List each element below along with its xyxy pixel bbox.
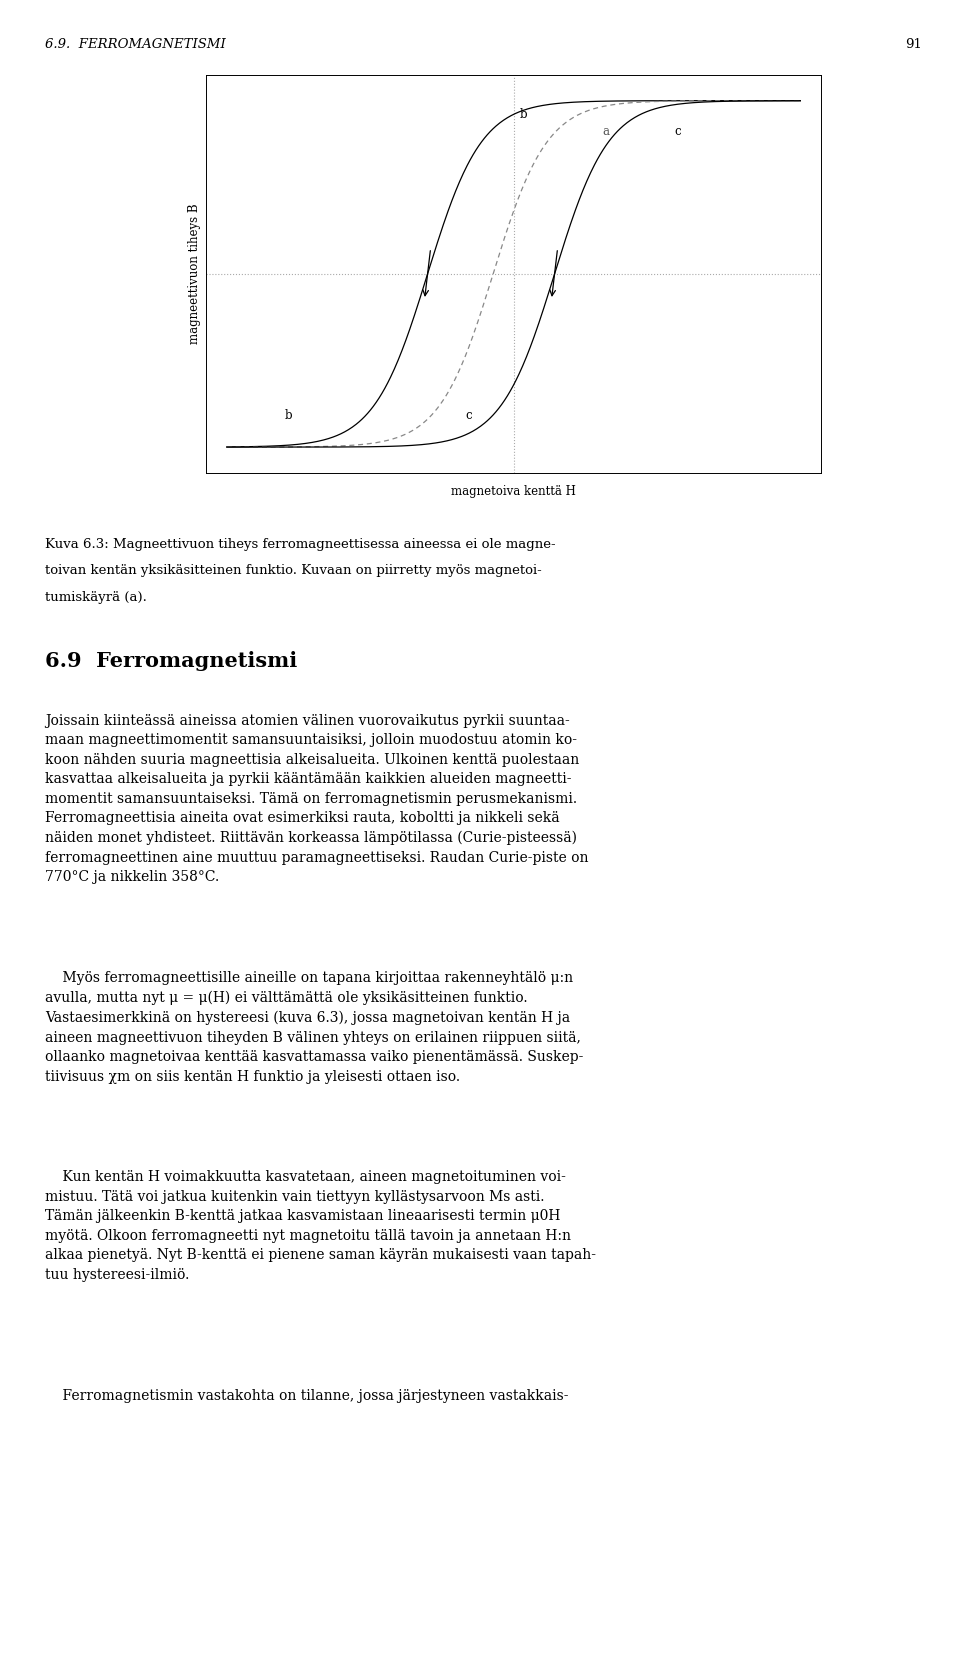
Text: b: b — [284, 410, 292, 422]
Text: tumiskäyrä (a).: tumiskäyrä (a). — [45, 591, 147, 604]
Y-axis label: magneettivuon tiheys B: magneettivuon tiheys B — [188, 204, 201, 344]
Text: toivan kentän yksikäsitteinen funktio. Kuvaan on piirretty myös magnetoi-: toivan kentän yksikäsitteinen funktio. K… — [45, 564, 541, 578]
Text: a: a — [602, 126, 610, 138]
Text: Ferromagnetismin vastakohta on tilanne, jossa järjestyneen vastakkais-: Ferromagnetismin vastakohta on tilanne, … — [45, 1389, 568, 1403]
Text: b: b — [520, 108, 528, 121]
Text: magnetoiva kenttä H: magnetoiva kenttä H — [451, 485, 576, 498]
Text: Myös ferromagneettisille aineille on tapana kirjoittaa rakenneyhtälö μ:n
avulla,: Myös ferromagneettisille aineille on tap… — [45, 971, 584, 1084]
Text: Joissain kiinteässä aineissa atomien välinen vuorovaikutus pyrkii suuntaa-
maan : Joissain kiinteässä aineissa atomien väl… — [45, 714, 588, 885]
Text: Kuva 6.3: Magneettivuon tiheys ferromagneettisessa aineessa ei ole magne-: Kuva 6.3: Magneettivuon tiheys ferromagn… — [45, 538, 556, 551]
Text: Kun kentän H voimakkuutta kasvatetaan, aineen magnetoituminen voi-
mistuu. Tätä : Kun kentän H voimakkuutta kasvatetaan, a… — [45, 1170, 596, 1282]
Text: c: c — [674, 126, 681, 138]
Text: 91: 91 — [904, 38, 922, 51]
Text: 6.9  Ferromagnetismi: 6.9 Ferromagnetismi — [45, 651, 298, 671]
Text: 6.9.  FERROMAGNETISMI: 6.9. FERROMAGNETISMI — [45, 38, 226, 51]
Text: c: c — [466, 410, 472, 422]
